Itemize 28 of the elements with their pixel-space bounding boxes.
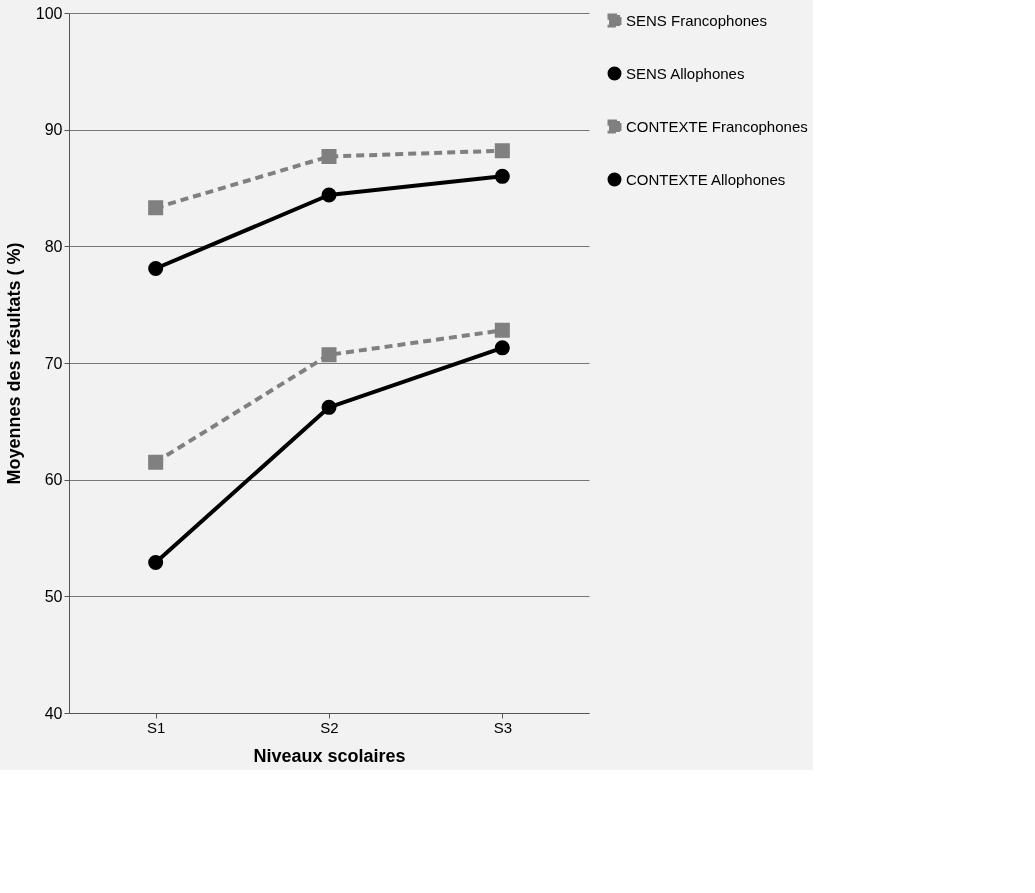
- point: [494, 168, 510, 184]
- legend-label: CONTEXTE Francophones: [626, 117, 808, 135]
- point: [494, 322, 510, 338]
- y-tick-label: 100: [35, 4, 63, 22]
- y-tick-label: 60: [44, 471, 63, 489]
- point: [321, 399, 337, 415]
- y-tick-label: 90: [44, 121, 63, 139]
- y-tick-label: 50: [44, 587, 63, 605]
- y-tick-label: 40: [44, 704, 63, 722]
- point: [494, 143, 510, 159]
- legend-label: CONTEXTE Allophones: [626, 170, 786, 188]
- y-tick-label: 80: [44, 237, 63, 255]
- point: [494, 340, 510, 356]
- point: [148, 554, 164, 571]
- x-tick-label: S1: [146, 718, 166, 736]
- legend-label: SENS Allophones: [626, 64, 745, 82]
- y-tick-label: 70: [44, 354, 63, 372]
- point: [148, 260, 164, 277]
- legend-label: SENS Francophones: [626, 11, 767, 29]
- point: [321, 148, 337, 165]
- point: [321, 347, 337, 363]
- x-tick-label: S3: [493, 718, 513, 736]
- x-axis-title: Niveaux scolaires: [253, 745, 406, 766]
- point: [148, 200, 164, 216]
- x-tick-label: S2: [320, 718, 339, 736]
- point: [148, 454, 164, 470]
- y-axis-title: Moyennes des résultats ( %): [3, 242, 24, 485]
- point: [321, 187, 337, 203]
